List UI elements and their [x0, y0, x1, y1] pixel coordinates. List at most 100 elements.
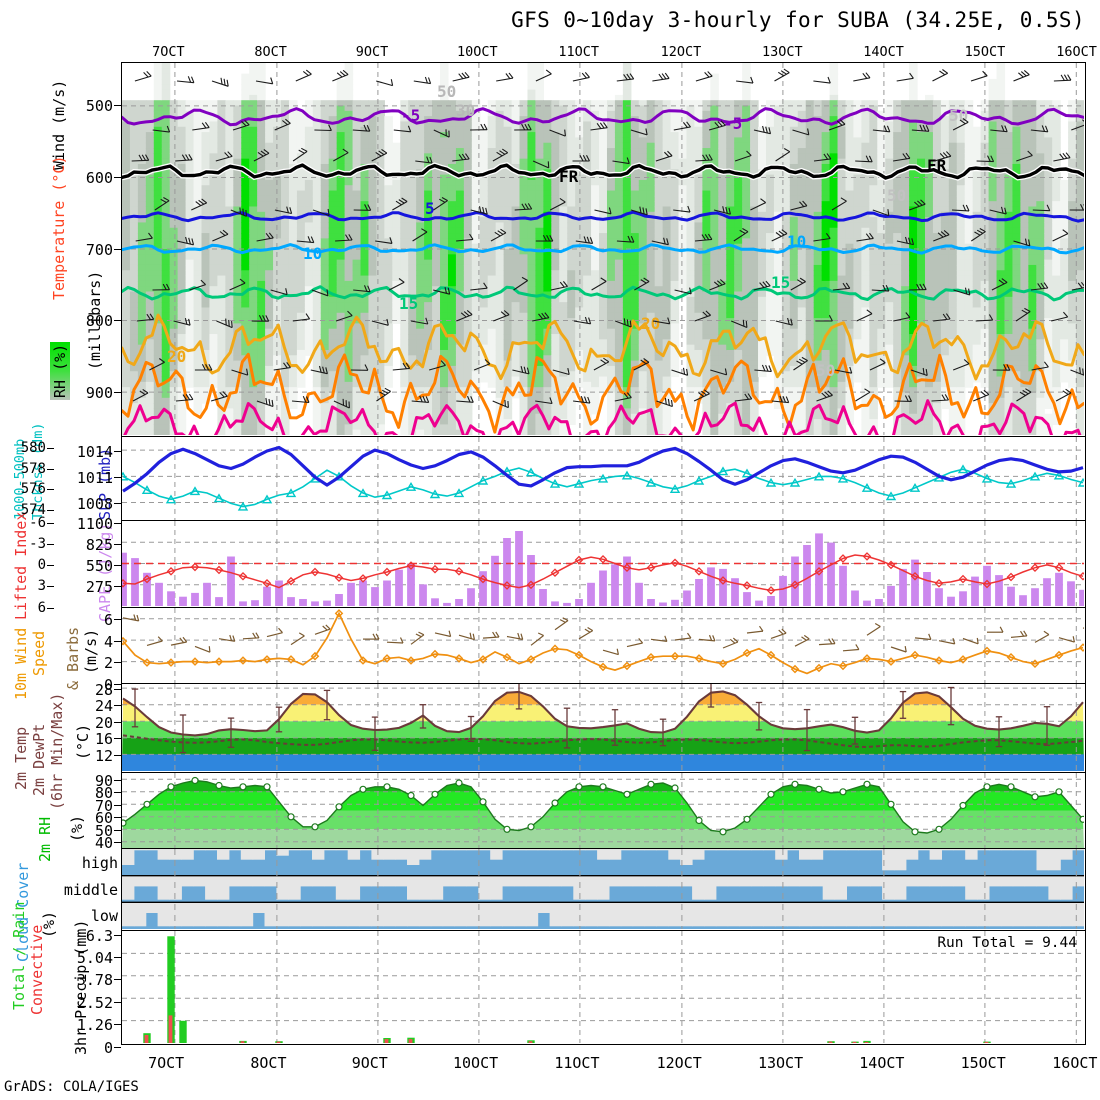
panel-cloud-cover: [121, 848, 1086, 931]
rh-tick-60: 60: [94, 809, 113, 828]
temp-tick-28-mark: [114, 688, 121, 690]
temp-tick-16: 16: [94, 730, 113, 749]
li-tick-m3: -3: [29, 535, 46, 552]
rh-tick-60-mark: [114, 817, 121, 819]
precip-tick-0-mark: [114, 1046, 121, 1048]
precip-tick-1_26-mark: [114, 1024, 121, 1026]
precip-tick-6_3: 6.3: [85, 926, 113, 945]
temp-tick-24-mark: [114, 705, 121, 707]
pressure-tick-500: 500: [85, 97, 113, 116]
rh-tick-70-mark: [114, 804, 121, 806]
thickness-tick-574-mark: [47, 510, 54, 512]
cloud-row-low: low: [90, 907, 118, 926]
panel-precipitation: Run Total = 9.44: [121, 929, 1086, 1045]
precip-tick-0: 0: [103, 1038, 113, 1057]
meteogram-panels: -5 -5 FR FR 5 10 10 15 15 20 20 50 30 50 50 50 Run Tota…: [121, 62, 1086, 1045]
li-tick-m3-mark: [47, 543, 54, 545]
time-tick-14oct: 14OCT: [863, 44, 904, 60]
time-axis-top: 7OCT 8OCT 9OCT 10OCT 11OCT 12OCT 13OCT 14OCT 15O…: [121, 44, 1097, 60]
time-tick-bottom-8oct: 8OCT: [250, 1054, 287, 1072]
li-tick-6-mark: [47, 607, 54, 609]
pressure-tick-600: 600: [85, 168, 113, 187]
panel-2m-rh: [121, 771, 1086, 850]
precip-tick-6_3-mark: [114, 934, 121, 936]
credit-label: GrADS: COLA/IGES: [4, 1079, 139, 1095]
wind-tick-6: 6: [103, 611, 113, 630]
time-tick-15oct: 15OCT: [964, 44, 1006, 60]
wind-tick-6-mark: [114, 619, 121, 621]
cloud-row-middle: middle: [63, 880, 118, 899]
page-title: GFS 0~10day 3-hourly for SUBA (34.25E, 0…: [511, 8, 1085, 32]
run-total-label: Run Total = 9.44: [937, 934, 1077, 951]
cape-tick-1100-mark: [114, 522, 121, 524]
precip-tick-1_26: 1.26: [76, 1016, 113, 1035]
time-tick-bottom-15oct: 15OCT: [960, 1054, 1006, 1072]
time-tick-bottom-13oct: 13OCT: [757, 1054, 804, 1072]
cape-tick-825: 825: [85, 535, 113, 554]
slp-tick-1011-mark: [114, 476, 121, 478]
precip-tick-3_78-mark: [114, 979, 121, 981]
slp-tick-1014-mark: [114, 450, 121, 452]
wind-tick-4-mark: [114, 640, 121, 642]
rh-tick-40: 40: [94, 834, 113, 853]
thickness-tick-578-mark: [47, 468, 54, 470]
precip-tick-2_52: 2.52: [76, 993, 113, 1012]
time-tick-7oct: 7OCT: [152, 44, 185, 60]
time-tick-bottom-9oct: 9OCT: [351, 1054, 388, 1072]
time-axis-bottom: 7OCT 8OCT 9OCT 10OCT 11OCT 12OCT 13OCT 14OCT 15O…: [121, 1052, 1097, 1072]
cloud-row-high: high: [81, 853, 118, 872]
slp-tick-1011: 1011: [76, 468, 113, 487]
thickness-tick-574: 574: [20, 502, 46, 519]
thickness-tick-576: 576: [20, 481, 46, 498]
thickness-tick-580: 580: [20, 439, 46, 456]
time-tick-8oct: 8OCT: [254, 44, 287, 60]
wind-tick-0-mark: [114, 683, 121, 685]
rh-tick-40-mark: [114, 842, 121, 844]
wind-tick-4: 4: [103, 632, 113, 651]
wind-tick-2-mark: [114, 662, 121, 664]
precip-tick-5_04: 5.04: [76, 948, 113, 967]
cape-tick-825-mark: [114, 543, 121, 545]
temp-tick-12: 12: [94, 746, 113, 765]
thickness-tick-578: 578: [20, 460, 46, 477]
time-tick-bottom-11oct: 11OCT: [554, 1054, 600, 1072]
time-tick-bottom-12oct: 12OCT: [656, 1054, 702, 1072]
rh-tick-90: 90: [94, 771, 113, 790]
panel-upper-air: -5 -5 FR FR 5 10 10 15 15 20 20 50 30 50 50 50: [121, 62, 1086, 437]
li-tick-6: 6: [37, 599, 46, 616]
pressure-tick-800-mark: [114, 320, 121, 322]
panel-2m-temperature: [121, 683, 1086, 773]
pressure-tick-700: 700: [85, 240, 113, 259]
li-tick-3-mark: [47, 586, 54, 588]
slp-tick-1014: 1014: [76, 442, 113, 461]
pressure-tick-600-mark: [114, 176, 121, 178]
precip-tick-2_52-mark: [114, 1001, 121, 1003]
thickness-tick-580-mark: [47, 447, 54, 449]
cape-tick-275-mark: [114, 586, 121, 588]
panel-slp-thickness: [121, 435, 1086, 522]
pressure-tick-500-mark: [114, 105, 121, 107]
temp-tick-20-mark: [114, 721, 121, 723]
slp-tick-1008-mark: [114, 503, 121, 505]
time-tick-10oct: 10OCT: [457, 44, 498, 60]
thickness-tick-576-mark: [47, 489, 54, 491]
precip-tick-5_04-mark: [114, 956, 121, 958]
rh-tick-80: 80: [94, 784, 113, 803]
temp-tick-28: 28: [94, 680, 113, 699]
wind-tick-0: 0: [103, 675, 113, 694]
cape-tick-1100: 1100: [76, 514, 113, 533]
li-tick-0-mark: [47, 565, 54, 566]
time-tick-bottom-7oct: 7OCT: [148, 1054, 185, 1072]
panel-cape-lifted-index: [121, 520, 1086, 608]
time-tick-bottom-16oct: 16OCT: [1052, 1054, 1098, 1072]
li-tick-3: 3: [37, 578, 46, 595]
cape-tick-550-mark: [114, 565, 121, 566]
li-tick-0: 0: [37, 557, 46, 573]
time-tick-16oct: 16OCT: [1056, 44, 1097, 60]
li-tick-m6: -6: [29, 514, 46, 531]
pressure-tick-900: 900: [85, 383, 113, 402]
temp-tick-24: 24: [94, 697, 113, 716]
temp-tick-16-mark: [114, 738, 121, 740]
temp-tick-12-mark: [114, 754, 121, 756]
rh-tick-50: 50: [94, 821, 113, 840]
